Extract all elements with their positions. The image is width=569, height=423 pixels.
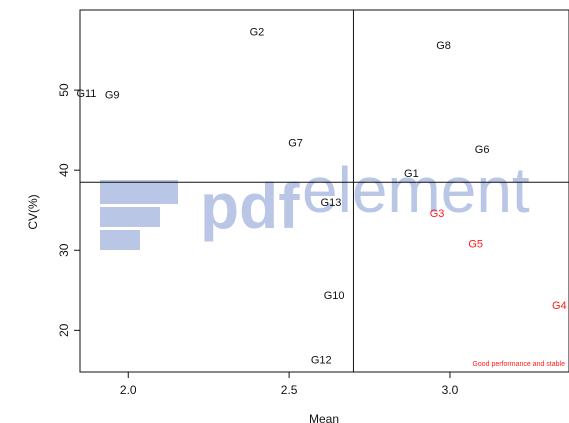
point-label-g6: G6 (475, 144, 490, 156)
point-label-g4: G4 (552, 300, 567, 312)
point-label-g12: G12 (311, 355, 332, 367)
point-labels: G1 G2 G3 G4 G5 G6 G7 G8 G9 G10 G11 G12 G13 (76, 26, 566, 366)
x-axis-ticks: 2.0 2.5 3.0 (120, 372, 459, 397)
point-label-g9: G9 (105, 90, 120, 102)
point-label-g10: G10 (324, 290, 345, 302)
point-label-g11: G11 (76, 88, 96, 100)
x-tick-label: 2.0 (120, 383, 137, 397)
y-tick-label: 40 (57, 163, 71, 177)
y-axis-ticks: 20 30 40 50 (57, 83, 80, 337)
y-tick-label: 20 (57, 323, 71, 337)
point-label-g3: G3 (430, 208, 445, 220)
x-tick-label: 2.5 (281, 383, 298, 397)
x-tick-label: 3.0 (442, 383, 459, 397)
watermark-logo-bar-mid (100, 207, 160, 227)
point-label-g13: G13 (321, 197, 342, 209)
quadrant-annotation: Good performance and stable (472, 361, 565, 368)
y-tick-label: 50 (57, 83, 71, 97)
point-label-g8: G8 (436, 40, 451, 52)
watermark-text-element: element (302, 154, 530, 226)
y-axis-title: CV(%) (26, 194, 40, 229)
point-label-g1: G1 (404, 168, 419, 180)
watermark-logo-bar-top (100, 180, 178, 204)
y-tick-label: 30 (57, 243, 71, 257)
watermark-text-pdf: pdf (200, 170, 300, 242)
plot-frame (79, 9, 569, 373)
point-label-g7: G7 (288, 138, 303, 150)
watermark-logo-bar-bottom (100, 230, 140, 250)
point-label-g2: G2 (250, 26, 265, 38)
point-label-g5: G5 (468, 239, 483, 251)
pdfelement-watermark: pdf element (100, 154, 530, 250)
x-axis-title: Mean (309, 412, 339, 423)
